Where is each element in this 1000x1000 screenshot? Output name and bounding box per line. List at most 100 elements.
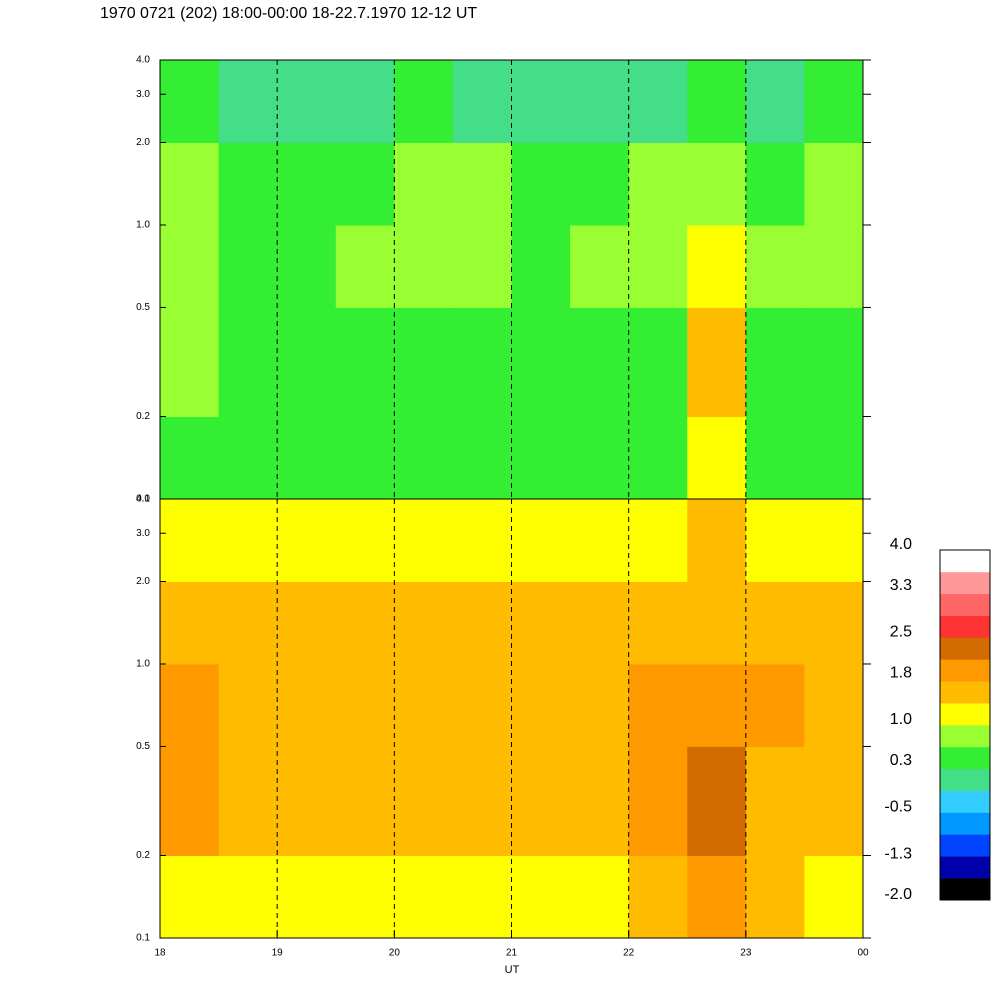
heat-cell xyxy=(745,142,805,226)
heat-cell xyxy=(218,663,278,747)
heat-cell xyxy=(452,416,512,500)
heat-cell xyxy=(277,499,337,582)
heat-cell xyxy=(452,142,512,226)
heat-cell xyxy=(394,60,454,143)
heat-cell xyxy=(511,307,571,418)
heat-cell xyxy=(511,416,571,500)
colorbar-frame xyxy=(939,549,991,901)
heat-cell xyxy=(804,663,864,747)
colorbar-swatch xyxy=(940,834,990,857)
heat-cell xyxy=(452,581,512,665)
heat-cell xyxy=(218,224,278,308)
heat-cell xyxy=(804,224,864,308)
heat-cell xyxy=(452,499,512,582)
heat-cell xyxy=(335,224,395,308)
x-tick-label: 18 xyxy=(154,948,166,959)
heat-cell xyxy=(511,499,571,582)
heat-cell xyxy=(804,142,864,226)
heat-cell xyxy=(277,855,337,939)
heat-cell xyxy=(277,224,337,308)
heat-cell xyxy=(687,855,747,939)
heat-cell xyxy=(628,142,688,226)
heat-cell xyxy=(804,499,864,582)
heat-cell xyxy=(160,416,220,500)
heat-cell xyxy=(745,746,805,857)
heat-cell xyxy=(277,307,337,418)
heat-cell xyxy=(394,746,454,857)
heat-cell xyxy=(160,499,220,582)
heat-cell xyxy=(277,416,337,500)
heat-cell xyxy=(394,224,454,308)
colorbar-tick-label: -1.3 xyxy=(884,845,912,862)
colorbar-tick-label: 1.0 xyxy=(890,711,912,728)
heat-cell xyxy=(628,581,688,665)
y-tick-label: 0.1 xyxy=(136,933,150,944)
heat-cell xyxy=(335,416,395,500)
heat-cell xyxy=(804,60,864,143)
heat-cell xyxy=(335,746,395,857)
heat-cell xyxy=(160,60,220,143)
heat-cell xyxy=(335,499,395,582)
heat-cell xyxy=(335,581,395,665)
x-axis-label: UT xyxy=(505,964,520,976)
heat-cell xyxy=(511,224,571,308)
heat-cell xyxy=(511,142,571,226)
heat-cell xyxy=(218,746,278,857)
x-tick-label: 00 xyxy=(857,948,869,959)
colorbar-swatch xyxy=(940,746,990,770)
y-tick-label: 1.0 xyxy=(136,220,150,231)
heat-cell xyxy=(570,307,630,418)
x-tick-label: 22 xyxy=(623,948,635,959)
heat-cell xyxy=(394,142,454,226)
x-tick-label: 23 xyxy=(740,948,752,959)
colorbar-swatch xyxy=(940,571,990,595)
heat-cell xyxy=(160,224,220,308)
colorbar-tick-label: 3.3 xyxy=(890,577,912,594)
heat-cell xyxy=(277,746,337,857)
heat-cell xyxy=(452,60,512,143)
heat-cell xyxy=(687,581,747,665)
heat-cell xyxy=(804,855,864,939)
heat-cell xyxy=(628,60,688,143)
heat-cell xyxy=(394,581,454,665)
heat-cell xyxy=(452,224,512,308)
colorbar-swatch xyxy=(940,856,990,879)
x-tick-label: 20 xyxy=(389,948,401,959)
y-tick-label: 0.5 xyxy=(136,302,150,313)
heat-cell xyxy=(570,746,630,857)
heat-cell xyxy=(687,224,747,308)
heat-cell xyxy=(687,60,747,143)
heat-cell xyxy=(687,746,747,857)
heat-cell xyxy=(745,581,805,665)
heat-cell xyxy=(745,307,805,418)
y-tick-label: 1.0 xyxy=(136,659,150,670)
heat-cell xyxy=(745,855,805,939)
heat-cell xyxy=(687,307,747,418)
y-tick-label: 4.0 xyxy=(136,55,150,66)
colorbar-swatch xyxy=(940,878,990,901)
y-tick-label: 0.5 xyxy=(136,741,150,752)
heat-cell xyxy=(218,307,278,418)
heat-cell xyxy=(335,307,395,418)
heat-cell xyxy=(745,224,805,308)
heat-cell xyxy=(570,581,630,665)
heat-cell xyxy=(804,746,864,857)
y-tick-label: 2.0 xyxy=(136,576,150,587)
colorbar-swatch xyxy=(940,593,990,616)
heat-cell xyxy=(628,416,688,500)
heat-cell xyxy=(804,581,864,665)
heat-cell xyxy=(628,499,688,582)
heat-cell xyxy=(277,663,337,747)
heat-cell xyxy=(452,663,512,747)
heat-cell xyxy=(277,142,337,226)
heat-cell xyxy=(335,60,395,143)
heat-cell xyxy=(394,499,454,582)
heat-cell xyxy=(570,416,630,500)
heat-cell xyxy=(687,663,747,747)
heat-cell xyxy=(687,142,747,226)
colorbar-tick-label: -2.0 xyxy=(884,886,912,903)
y-tick-label: 3.0 xyxy=(136,89,150,100)
heat-cell xyxy=(394,307,454,418)
heat-cell xyxy=(218,499,278,582)
